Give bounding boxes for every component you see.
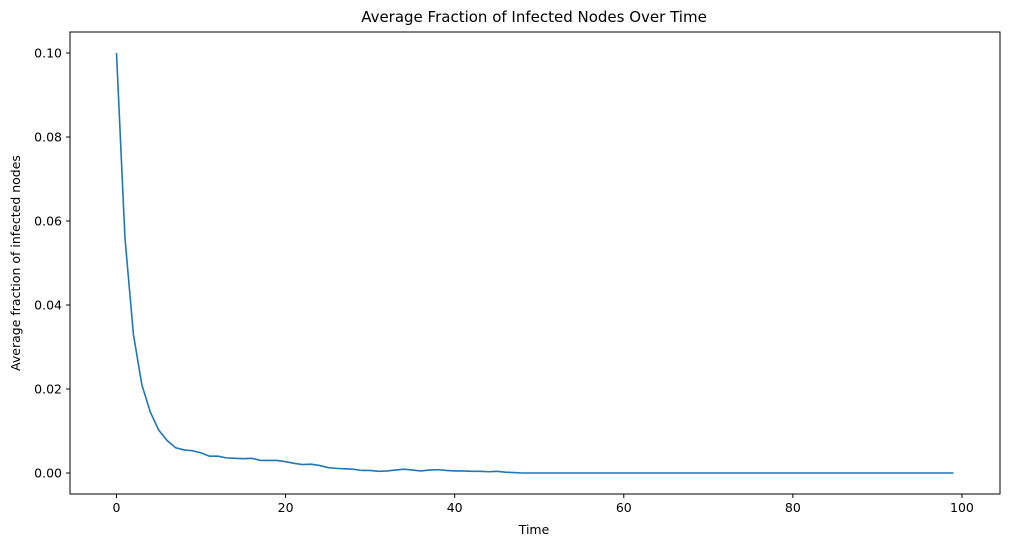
- chart-marks: [115, 52, 954, 474]
- plot-frame: [69, 31, 1001, 495]
- y-tick-label: 0.02: [34, 382, 62, 397]
- x-axis-label: Time: [518, 522, 550, 537]
- x-tick-label: 20: [278, 500, 294, 515]
- y-tick-label: 0.06: [34, 214, 62, 229]
- y-tick-label: 0.00: [34, 466, 62, 481]
- x-tick-label: 100: [950, 500, 974, 515]
- series-line: [115, 52, 954, 474]
- y-tick-label: 0.04: [34, 298, 62, 313]
- plot-area: [70, 32, 1000, 494]
- y-tick-label: 0.10: [34, 46, 62, 61]
- x-tick-label: 40: [447, 500, 463, 515]
- x-tick-label: 80: [785, 500, 801, 515]
- y-tick-label: 0.08: [34, 130, 62, 145]
- x-tick-label: 0: [113, 500, 121, 515]
- x-axis-ticks: 0 20 40 60 80 100: [113, 494, 974, 515]
- chart-title: Average Fraction of Infected Nodes Over …: [361, 8, 707, 26]
- y-axis-ticks: 0.00 0.02 0.04 0.06 0.08 0.10: [34, 46, 70, 481]
- x-tick-label: 60: [616, 500, 632, 515]
- y-axis-label: Average fraction of infected nodes: [8, 155, 23, 371]
